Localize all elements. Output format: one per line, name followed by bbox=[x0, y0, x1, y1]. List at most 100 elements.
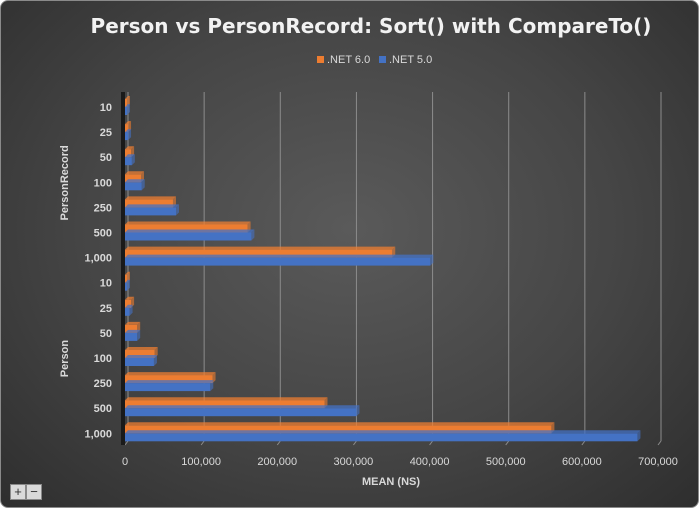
x-tick-label: 300,000 bbox=[334, 456, 374, 468]
bar-side bbox=[141, 179, 145, 191]
bar-net50-person-100 bbox=[125, 358, 154, 366]
bar-side bbox=[128, 129, 132, 141]
bar-net50-personrecord-500 bbox=[125, 232, 252, 241]
legend: .NET 6.0 .NET 5.0 bbox=[317, 54, 432, 66]
bar-net50-person-1000 bbox=[125, 433, 638, 442]
bar-net50-personrecord-1000 bbox=[125, 257, 431, 266]
tick-mark bbox=[505, 440, 510, 446]
bar-top bbox=[125, 304, 133, 308]
bar-net60-person-25 bbox=[125, 299, 132, 308]
group-label: Person bbox=[59, 340, 71, 378]
bar-top bbox=[125, 271, 130, 275]
bar-top bbox=[125, 221, 251, 225]
bar-top bbox=[125, 246, 396, 250]
bar-side bbox=[129, 304, 133, 316]
bar-top bbox=[125, 430, 641, 434]
bar-side bbox=[127, 104, 130, 115]
category-label: 50 bbox=[100, 328, 112, 340]
bar-top bbox=[125, 204, 180, 208]
bar-top bbox=[125, 321, 141, 325]
tick-mark bbox=[200, 440, 205, 446]
category-label: 100 bbox=[94, 177, 112, 189]
bar-top bbox=[125, 355, 157, 358]
bar-net50-person-50 bbox=[125, 332, 138, 341]
bar-side bbox=[210, 380, 214, 392]
bar-top bbox=[125, 380, 214, 384]
bar-net50-person-10 bbox=[125, 282, 127, 291]
category-label: 10 bbox=[100, 102, 112, 114]
bar-top bbox=[125, 196, 176, 200]
bar-side bbox=[251, 229, 255, 241]
bar-net60-personrecord-10 bbox=[125, 99, 127, 107]
bar-top bbox=[125, 229, 255, 233]
x-tick-label: 100,000 bbox=[181, 456, 221, 468]
bar-top bbox=[125, 422, 555, 426]
x-tick-label: 700,000 bbox=[638, 456, 678, 468]
zoom-out-button[interactable]: − bbox=[26, 484, 42, 500]
category-label: 25 bbox=[100, 127, 112, 139]
category-label: 1,000 bbox=[84, 428, 112, 440]
bar-top bbox=[125, 254, 434, 258]
gridlines bbox=[121, 92, 662, 446]
tick-mark bbox=[276, 440, 281, 446]
bar-net60-personrecord-250 bbox=[125, 199, 173, 208]
bar-net50-person-25 bbox=[125, 307, 130, 316]
bar-net60-person-10 bbox=[125, 274, 127, 283]
bar-side bbox=[127, 279, 130, 291]
legend-label: .NET 6.0 bbox=[327, 54, 370, 66]
axis-wall bbox=[121, 92, 125, 445]
category-label: 100 bbox=[94, 353, 112, 365]
tick-mark bbox=[657, 440, 662, 446]
bar-top bbox=[125, 104, 130, 107]
legend-swatch bbox=[379, 56, 386, 63]
bars bbox=[125, 96, 641, 442]
x-tick-label: 500,000 bbox=[486, 456, 526, 468]
bar-top bbox=[125, 372, 216, 376]
bar-net60-personrecord-50 bbox=[125, 149, 132, 158]
bar-top bbox=[125, 146, 135, 150]
bar-net60-personrecord-100 bbox=[125, 174, 141, 183]
bar-top bbox=[125, 329, 141, 333]
bar-net60-personrecord-1000 bbox=[125, 249, 393, 258]
bar-side bbox=[430, 254, 434, 266]
bar-side bbox=[131, 154, 135, 166]
bar-top bbox=[125, 347, 158, 350]
bar-net50-personrecord-100 bbox=[125, 182, 142, 191]
bar-net60-personrecord-25 bbox=[125, 124, 129, 133]
tick-mark bbox=[429, 440, 433, 446]
category-label: 250 bbox=[94, 202, 112, 214]
bar-net50-person-500 bbox=[125, 408, 357, 417]
bar-net60-person-1000 bbox=[125, 425, 552, 434]
tick-mark bbox=[353, 440, 357, 446]
bar-net50-personrecord-10 bbox=[125, 107, 127, 115]
x-tick-label: 200,000 bbox=[257, 456, 297, 468]
group-label: PersonRecord bbox=[59, 145, 71, 220]
bar-side bbox=[153, 355, 157, 366]
bar-top bbox=[125, 96, 130, 99]
bar-side bbox=[356, 405, 360, 417]
bar-net60-person-250 bbox=[125, 375, 213, 384]
bar-top bbox=[125, 154, 135, 158]
bar-side bbox=[176, 204, 180, 216]
tick-mark bbox=[581, 440, 586, 446]
bar-top bbox=[125, 121, 132, 125]
x-axis-ticks: 0 100,000 200,000 300,000 400,000 500,000 600,… bbox=[122, 456, 678, 468]
bar-top bbox=[125, 405, 360, 409]
category-label: 10 bbox=[100, 278, 112, 290]
bar-side bbox=[212, 372, 216, 384]
bar-top bbox=[125, 129, 132, 133]
zoom-in-button[interactable]: + bbox=[10, 484, 26, 500]
bar-net50-personrecord-25 bbox=[125, 132, 129, 141]
bar-net60-person-50 bbox=[125, 324, 138, 333]
legend-swatch bbox=[317, 56, 324, 63]
chart-title: Person vs PersonRecord: Sort() with Comp… bbox=[91, 14, 652, 38]
bar-top bbox=[125, 279, 130, 283]
tick-mark bbox=[124, 440, 129, 446]
bar-side bbox=[137, 329, 141, 341]
category-label: 500 bbox=[94, 403, 112, 415]
bar-net60-personrecord-500 bbox=[125, 224, 248, 233]
category-label: 50 bbox=[100, 152, 112, 164]
x-tick-label: 600,000 bbox=[562, 456, 602, 468]
